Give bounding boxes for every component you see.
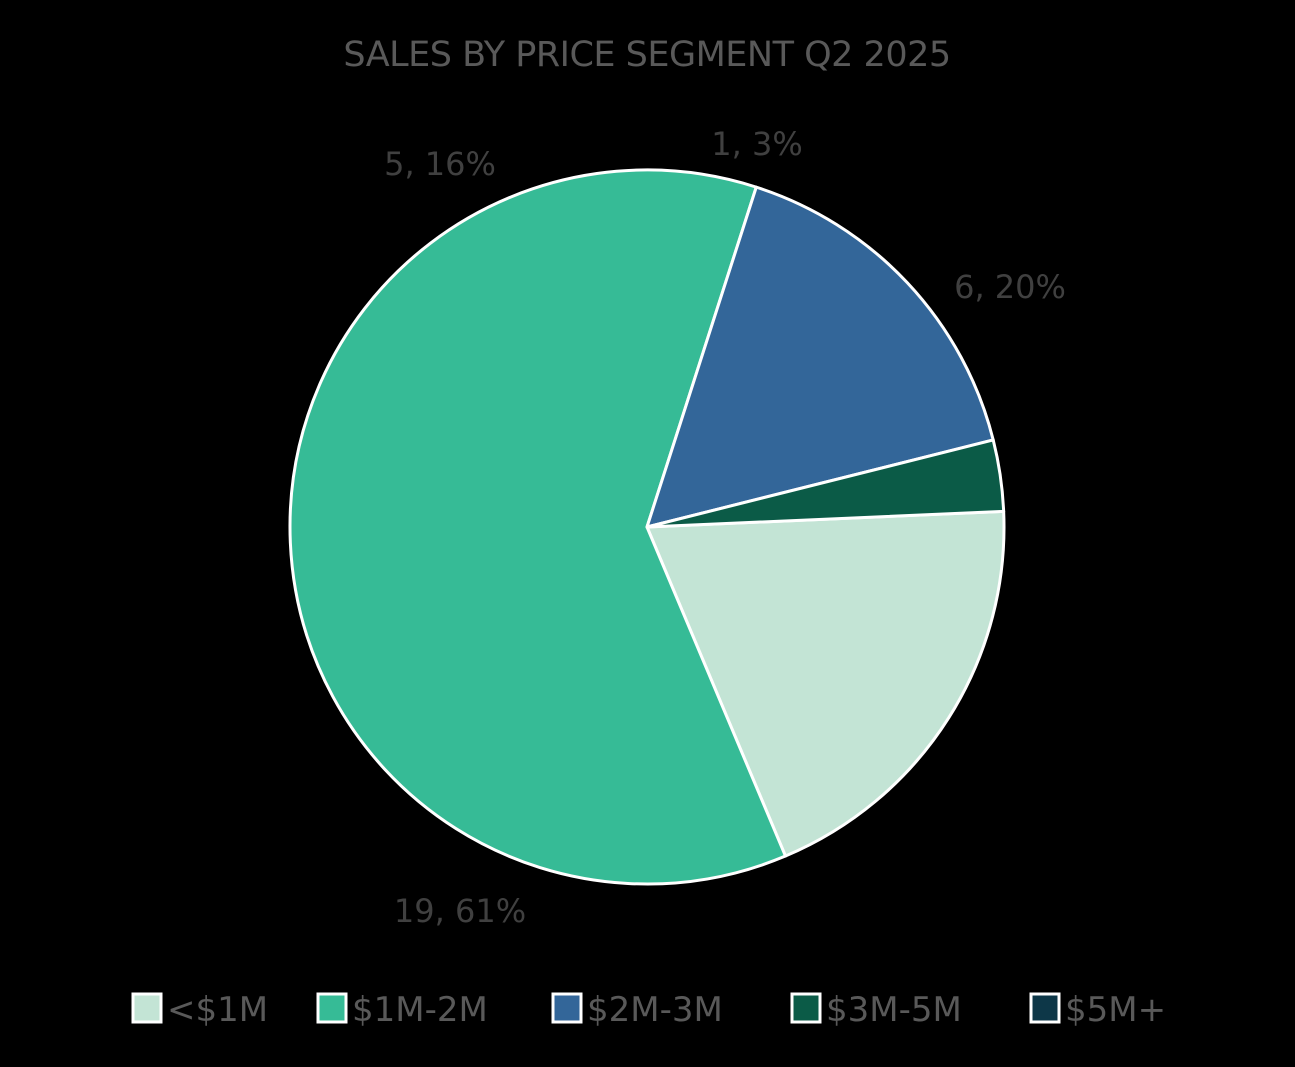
legend-item-under-1m: <$1M xyxy=(131,990,268,1030)
data-label-under-1m: 6, 20% xyxy=(954,268,1066,306)
data-label-2m-3m: 5, 16% xyxy=(384,145,496,183)
legend-item-2m-3m: $2M-3M xyxy=(551,990,723,1030)
legend-label-3m-5m: $3M-5M xyxy=(826,990,962,1030)
legend-item-3m-5m: $3M-5M xyxy=(790,990,962,1030)
legend-label-5m-plus: $5M+ xyxy=(1065,990,1166,1030)
data-label-1m-2m: 19, 61% xyxy=(394,892,526,930)
chart-title: SALES BY PRICE SEGMENT Q2 2025 xyxy=(343,35,950,75)
legend-swatch-under-1m xyxy=(131,992,163,1024)
legend: <$1M $1M-2M $2M-3M $3M-5M $5M+ xyxy=(131,990,1166,1030)
legend-item-1m-2m: $1M-2M xyxy=(316,990,488,1030)
legend-label-2m-3m: $2M-3M xyxy=(587,990,723,1030)
data-label-3m-5m: 1, 3% xyxy=(711,125,802,163)
pie-slice-2m-3m xyxy=(645,185,995,529)
legend-swatch-2m-3m xyxy=(551,992,583,1024)
pie-slice-1m-2m xyxy=(288,168,787,886)
legend-swatch-5m-plus xyxy=(1029,992,1061,1024)
pie-slice-3m-5m xyxy=(645,438,1006,529)
pie-slice-under-1m xyxy=(645,509,1006,858)
legend-label-under-1m: <$1M xyxy=(167,990,268,1030)
pie-slices xyxy=(288,168,1006,886)
legend-swatch-1m-2m xyxy=(316,992,348,1024)
legend-item-5m-plus: $5M+ xyxy=(1029,990,1166,1030)
data-labels: 6, 20% 19, 61% 5, 16% 1, 3% xyxy=(384,125,1066,930)
legend-swatch-3m-5m xyxy=(790,992,822,1024)
legend-label-1m-2m: $1M-2M xyxy=(352,990,488,1030)
